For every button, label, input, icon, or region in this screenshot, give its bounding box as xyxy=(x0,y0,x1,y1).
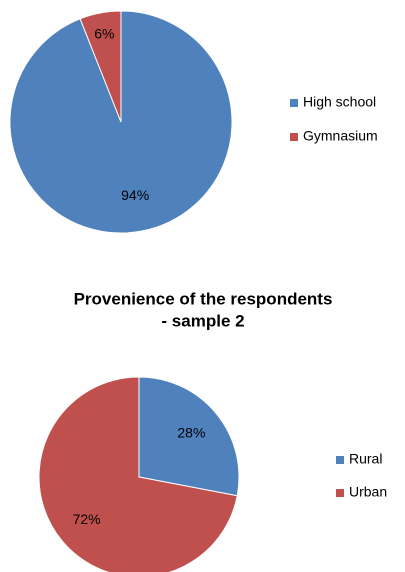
chart-title: - sample 2 xyxy=(161,311,244,330)
legend-label: High school xyxy=(303,94,376,110)
data-label: 6% xyxy=(94,25,114,41)
chart-title: Provenience of the respondents xyxy=(74,289,333,308)
legend-swatch xyxy=(290,133,298,141)
legend-swatch xyxy=(290,99,298,107)
legend-label: Urban xyxy=(349,484,387,500)
legend-swatch xyxy=(336,489,344,497)
data-label: 28% xyxy=(177,424,205,440)
pie-slice xyxy=(138,376,240,497)
legend-label: Rural xyxy=(349,451,382,467)
data-label: 72% xyxy=(73,511,101,527)
pie-slice xyxy=(38,376,238,572)
legend-label: Gymnasium xyxy=(303,128,378,144)
legend-swatch xyxy=(336,456,344,464)
pie-slice xyxy=(79,10,122,123)
data-label: 94% xyxy=(121,187,149,203)
